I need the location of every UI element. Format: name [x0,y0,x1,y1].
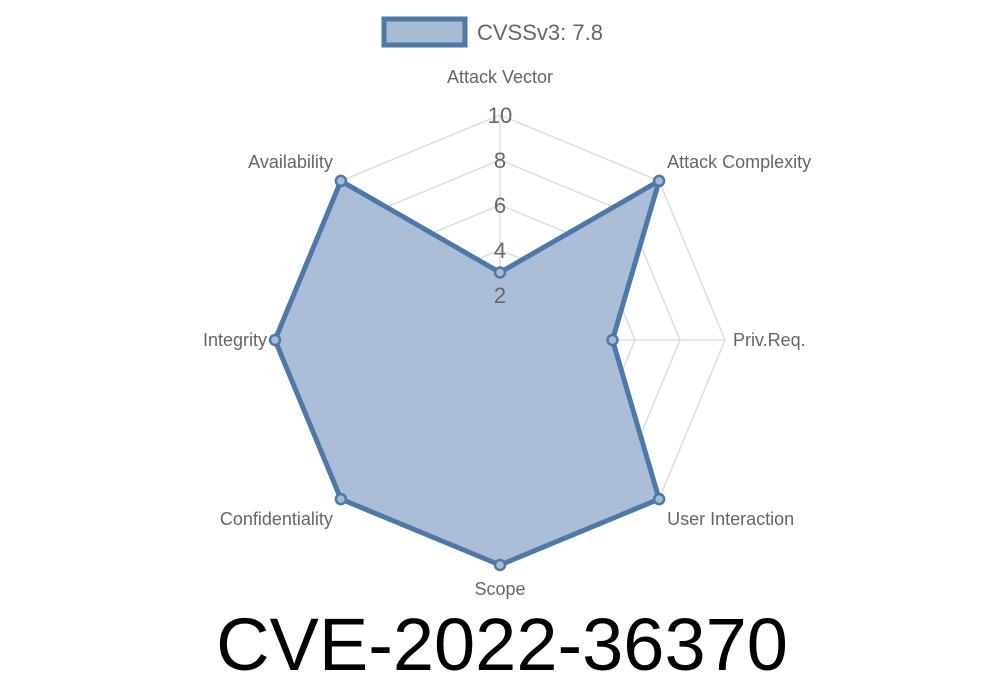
data-point[interactable] [493,266,507,279]
legend[interactable]: CVSSv3: 7.8 [381,16,603,48]
data-point[interactable] [268,333,282,347]
tick-label: 8 [494,148,506,173]
legend-label: CVSSv3: 7.8 [477,20,603,45]
axis-label: Integrity [203,330,267,350]
chart-title: CVE-2022-36370 [216,603,788,686]
tick-label: 4 [494,238,506,263]
data-point[interactable] [334,174,348,188]
data-point[interactable] [652,174,666,188]
series-area [272,178,662,568]
axis-label: Attack Complexity [667,152,811,172]
data-point[interactable] [652,492,666,506]
axis-label: Attack Vector [447,67,553,87]
data-point[interactable] [606,333,619,347]
data-point[interactable] [334,492,348,506]
radial-ticks: 2 4 6 8 10 [488,103,512,308]
tick-label: 10 [488,103,512,128]
axis-label: Priv.Req. [733,330,806,350]
axis-label: User Interaction [667,509,794,529]
tick-label: 6 [494,193,506,218]
tick-label: 2 [494,283,506,308]
legend-swatch [381,16,468,48]
axis-labels: Attack Vector Attack Complexity Priv.Req. U… [203,67,811,599]
axis-label: Scope [474,579,525,599]
data-point[interactable] [493,558,507,572]
axis-label: Confidentiality [220,509,333,529]
radar-series [268,174,666,572]
axis-label: Availability [248,152,333,172]
